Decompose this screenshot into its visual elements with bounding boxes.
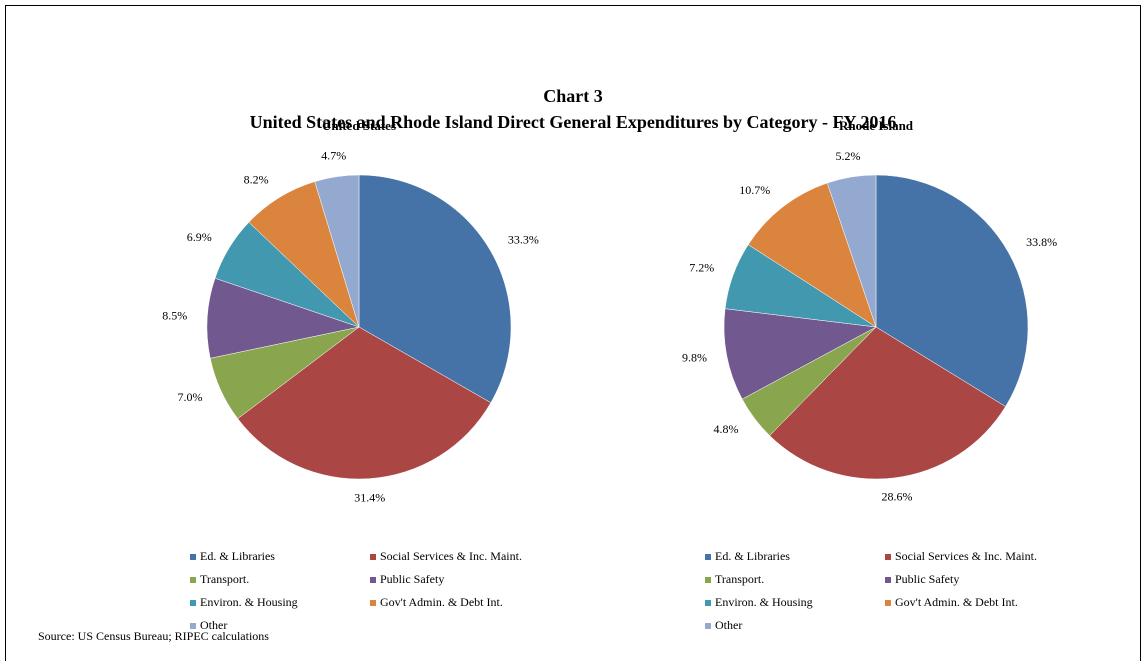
- data-label: 33.3%: [508, 233, 539, 247]
- legend-swatch: [370, 554, 376, 560]
- data-label: 4.8%: [714, 422, 739, 436]
- legend-label: Social Services & Inc. Maint.: [380, 549, 522, 563]
- pie-slice: [358, 174, 512, 404]
- data-label: 8.5%: [162, 308, 187, 322]
- pie-title: United States: [322, 118, 396, 133]
- legend-swatch: [705, 600, 711, 606]
- legend-swatch: [190, 623, 196, 629]
- source: Source: US Census Bureau; RIPEC calculat…: [38, 629, 269, 643]
- legend-label: Other: [200, 618, 227, 632]
- data-label: 28.6%: [882, 489, 913, 503]
- pie-slice: [314, 174, 360, 328]
- legend-label: Public Safety: [380, 572, 444, 586]
- legend-swatch: [705, 554, 711, 560]
- data-label: 5.2%: [836, 149, 861, 163]
- pie-slice: [769, 326, 1006, 480]
- legend-swatch: [370, 600, 376, 606]
- legend-label: Gov't Admin. & Debt Int.: [895, 595, 1018, 609]
- legend-label: Environ. & Housing: [715, 595, 813, 609]
- legend-swatch: [190, 554, 196, 560]
- data-label: 9.8%: [682, 351, 707, 365]
- data-label: 31.4%: [354, 490, 385, 504]
- legend-label: Transport.: [715, 572, 764, 586]
- chart-title: Chart 3: [543, 86, 603, 106]
- legend-label: Ed. & Libraries: [200, 549, 275, 563]
- pie-slice: [747, 182, 877, 328]
- legend-swatch: [885, 554, 891, 560]
- data-label: 4.7%: [321, 149, 346, 163]
- legend-swatch: [190, 577, 196, 583]
- legend-swatch: [190, 600, 196, 606]
- data-label: 8.2%: [244, 172, 269, 186]
- legend-swatch: [705, 623, 711, 629]
- chart-subtitle: United States and Rhode Island Direct Ge…: [250, 112, 897, 132]
- data-label: 7.2%: [689, 260, 714, 274]
- legend-swatch: [885, 577, 891, 583]
- legend-label: Public Safety: [895, 572, 959, 586]
- legend-label: Social Services & Inc. Maint.: [895, 549, 1037, 563]
- frame: [5, 5, 1141, 661]
- data-label: 10.7%: [739, 183, 770, 197]
- legend-label: Ed. & Libraries: [715, 549, 790, 563]
- legend-swatch: [885, 600, 891, 606]
- pie-slice: [875, 174, 1029, 407]
- pie-slice: [826, 174, 877, 328]
- legend-label: Gov't Admin. & Debt Int.: [380, 595, 503, 609]
- legend-swatch: [705, 577, 711, 583]
- legend-label: Environ. & Housing: [200, 595, 298, 609]
- legend-label: Transport.: [200, 572, 249, 586]
- data-label: 7.0%: [177, 390, 202, 404]
- pie-title: Rhode Island: [839, 118, 914, 133]
- legend-swatch: [370, 577, 376, 583]
- pie-slice: [237, 326, 492, 480]
- legend-label: Other: [715, 618, 742, 632]
- pie-slice: [723, 308, 877, 400]
- data-label: 33.8%: [1026, 235, 1057, 249]
- data-label: 6.9%: [187, 230, 212, 244]
